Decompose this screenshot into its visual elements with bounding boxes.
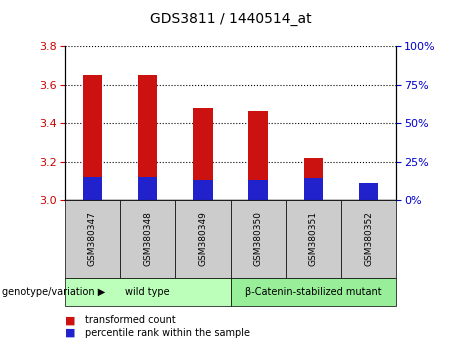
Bar — [304, 178, 323, 200]
Text: GSM380348: GSM380348 — [143, 211, 152, 267]
Bar — [304, 158, 323, 200]
Bar — [359, 183, 378, 200]
Bar — [248, 180, 268, 200]
Text: GSM380350: GSM380350 — [254, 211, 263, 267]
Bar — [83, 177, 102, 200]
Text: GSM380347: GSM380347 — [88, 211, 97, 267]
Text: genotype/variation ▶: genotype/variation ▶ — [2, 287, 106, 297]
Bar — [138, 75, 157, 200]
Text: GSM380351: GSM380351 — [309, 211, 318, 267]
Text: transformed count: transformed count — [85, 315, 176, 325]
Text: GSM380349: GSM380349 — [198, 211, 207, 267]
Bar — [83, 75, 102, 200]
Text: ■: ■ — [65, 328, 75, 338]
Text: ■: ■ — [65, 315, 75, 325]
Text: GDS3811 / 1440514_at: GDS3811 / 1440514_at — [150, 12, 311, 27]
Bar — [359, 187, 378, 200]
Text: percentile rank within the sample: percentile rank within the sample — [85, 328, 250, 338]
Text: β-Catenin-stabilized mutant: β-Catenin-stabilized mutant — [245, 287, 382, 297]
Text: wild type: wild type — [125, 287, 170, 297]
Bar — [138, 177, 157, 200]
Bar — [248, 112, 268, 200]
Bar — [193, 180, 213, 200]
Bar — [193, 108, 213, 200]
Text: GSM380352: GSM380352 — [364, 211, 373, 267]
